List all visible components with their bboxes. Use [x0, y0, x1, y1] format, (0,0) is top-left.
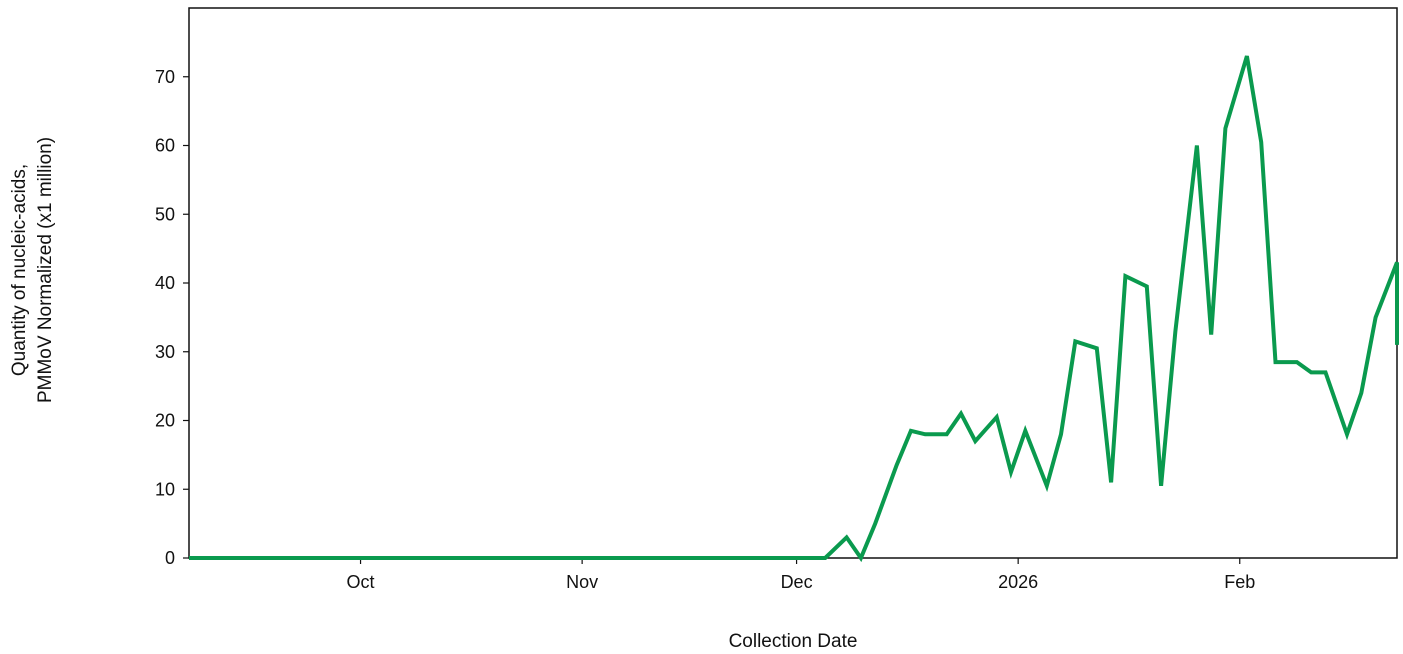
plot-area: [188, 7, 1398, 559]
y-tick-label: 40: [155, 273, 175, 293]
y-axis-title: Quantity of nucleic-acids, PMMoV Normali…: [9, 137, 56, 403]
x-tick-label: Feb: [1224, 572, 1255, 592]
y-axis-title-line-2: PMMoV Normalized (x1 million): [35, 137, 56, 403]
x-tick-label: Nov: [566, 572, 598, 592]
y-tick-label: 20: [155, 411, 175, 431]
x-tick-label: Oct: [347, 572, 375, 592]
y-tick-label: 60: [155, 136, 175, 156]
x-tick-label: Dec: [781, 572, 813, 592]
x-axis: Oct Nov Dec 2026 Feb: [347, 558, 1255, 592]
y-axis-title-line-1: Quantity of nucleic-acids,: [9, 164, 30, 376]
x-axis-title: Collection Date: [729, 631, 858, 652]
y-tick-label: 0: [165, 548, 175, 568]
y-tick-label: 70: [155, 67, 175, 87]
y-tick-label: 10: [155, 479, 175, 499]
y-axis: 0 10 20 30 40 50 60 70: [155, 67, 189, 568]
x-tick-label: 2026: [998, 572, 1038, 592]
series-line: [189, 55, 1399, 563]
series-points: [188, 56, 1398, 559]
y-tick-label: 30: [155, 342, 175, 362]
y-tick-label: 50: [155, 204, 175, 224]
